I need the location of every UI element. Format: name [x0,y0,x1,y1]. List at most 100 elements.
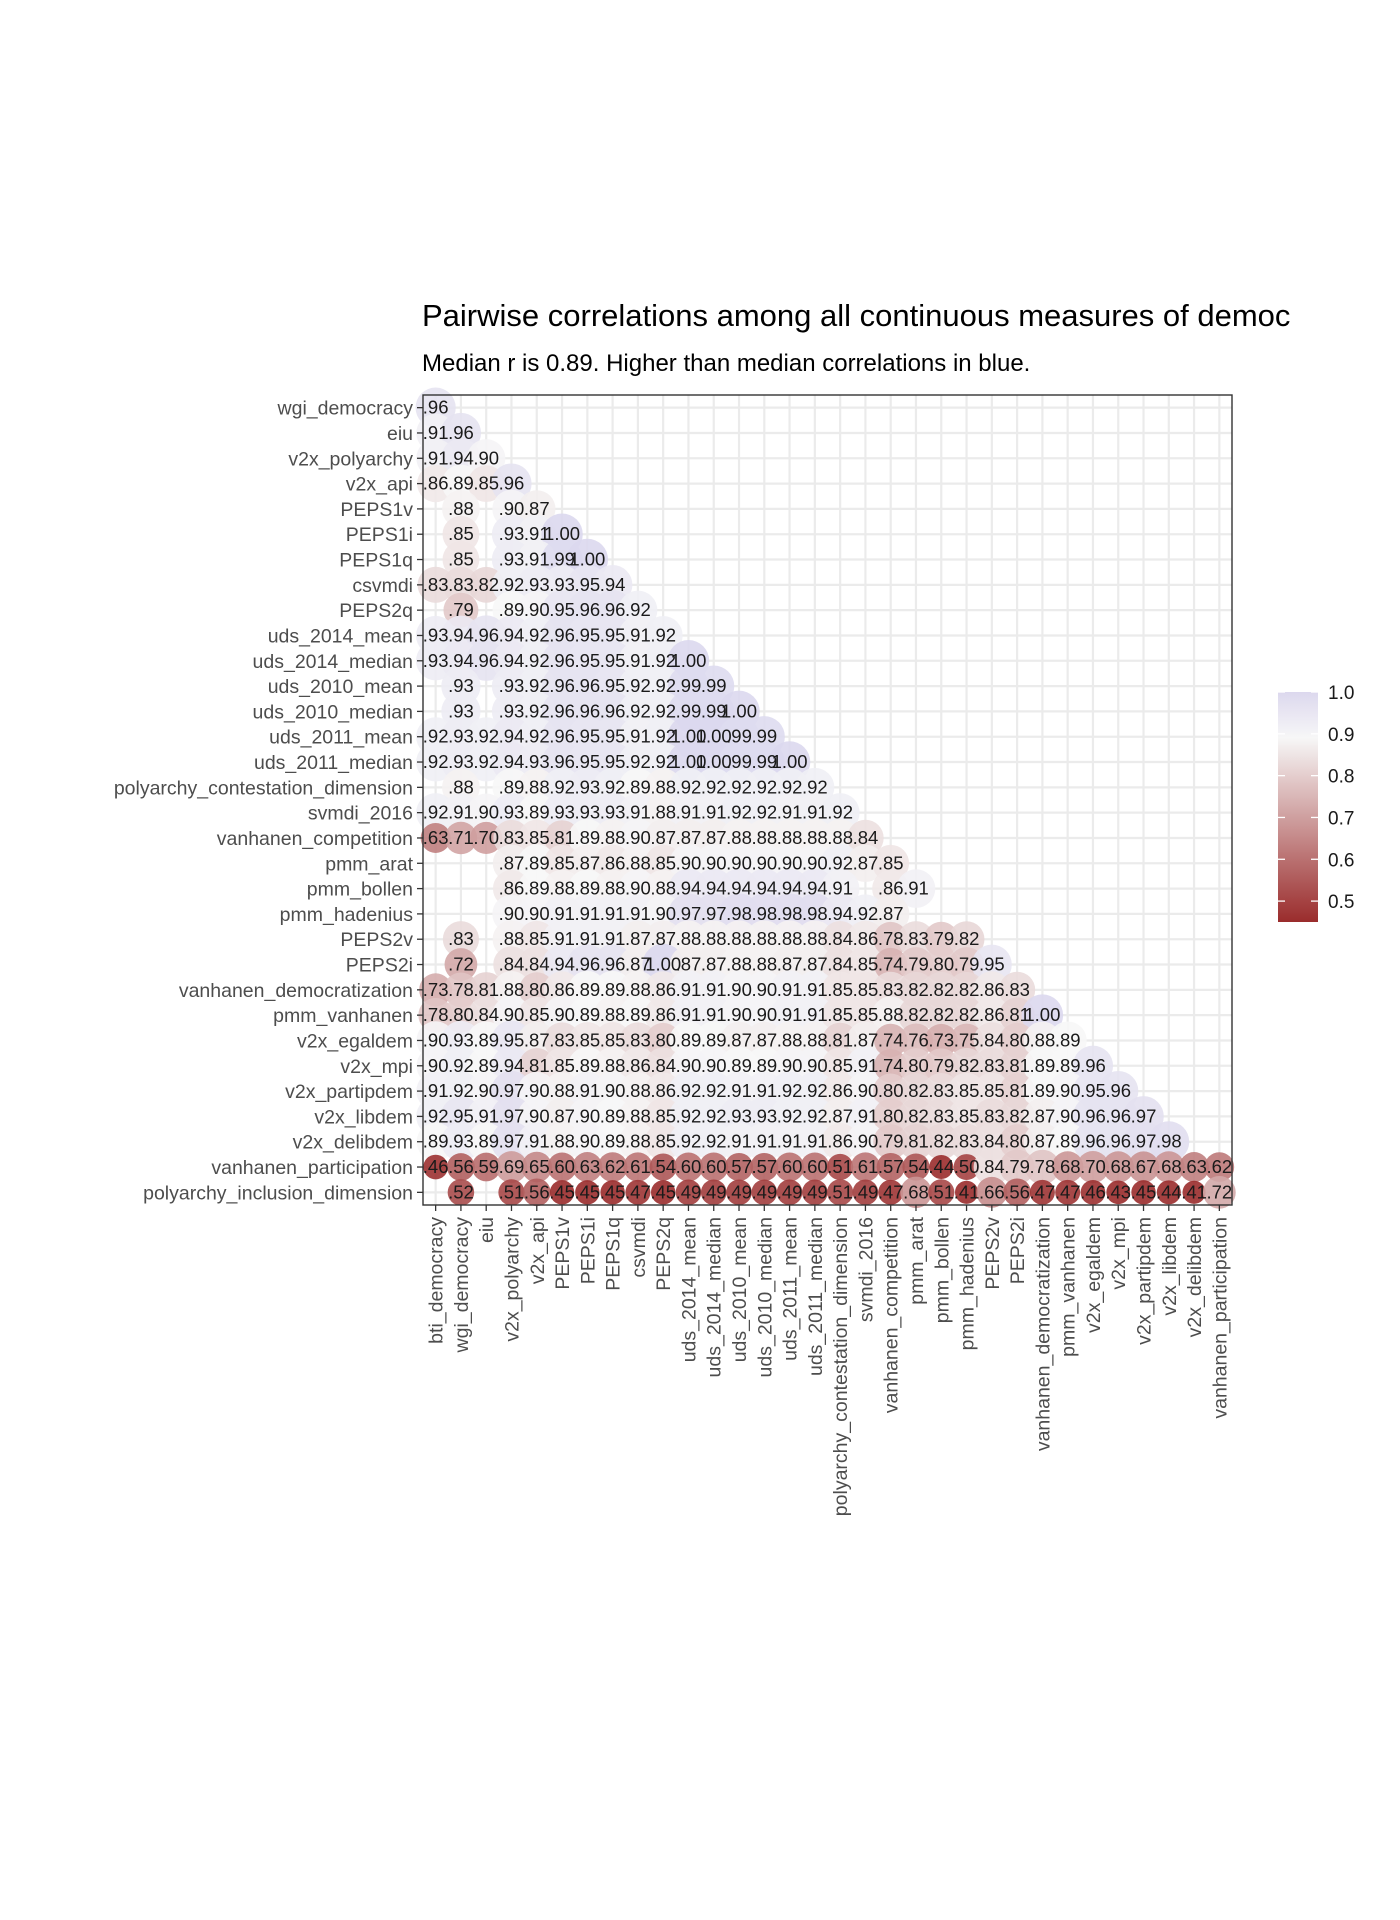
y-tick-label: v2x_api [346,474,413,496]
correlation-value-label: .92 [650,726,676,747]
correlation-value-label: .90 [600,1080,626,1101]
correlation-value-label: .46 [1080,1181,1106,1202]
x-tick-label: bti_democracy [426,1217,448,1344]
correlation-bubble [873,1124,909,1160]
correlation-value-label: .95 [600,624,626,645]
correlation-value-label: .92 [524,726,550,747]
correlation-value-label: 1.00 [721,700,757,721]
legend-label: 0.5 [1328,892,1354,913]
correlation-value-label: .90 [574,1105,600,1126]
correlation-value-label: .86 [499,878,525,899]
correlation-value-label: .57 [751,1156,777,1177]
correlation-value-label: .83 [499,827,525,848]
y-tick-label: pmm_vanhanen [273,1005,413,1027]
correlation-bubble [650,1180,676,1205]
correlation-bubble [873,921,909,957]
correlation-value-label: .74 [878,1029,904,1050]
correlation-value-label: .74 [878,1055,904,1076]
correlation-value-label: .89 [574,827,600,848]
correlation-bubble [876,1152,905,1182]
x-tick-label: uds_2014_mean [678,1217,700,1362]
correlation-bubble [948,997,985,1034]
correlation-bubble [442,921,480,958]
correlation-bubble [846,920,884,958]
correlation-value-label: .89 [600,979,626,1000]
correlation-value-label: .90 [751,1004,777,1025]
correlation-value-label: .90 [499,1004,525,1025]
x-tick-label: PEPS1q [603,1217,625,1291]
correlation-value-label: .91 [726,1131,752,1152]
correlation-value-label: .92 [423,1105,449,1126]
correlation-value-label: .92 [423,802,449,823]
correlation-value-label: .91 [423,422,449,443]
correlation-value-label: .88 [777,928,803,949]
correlation-bubble [600,1180,625,1205]
correlation-value-label: .90 [524,1080,550,1101]
correlation-value-label: .88 [1030,1029,1056,1050]
correlation-bubble [699,1152,729,1182]
correlation-value-label: .85 [650,852,676,873]
correlation-value-label: .92 [802,1105,828,1126]
x-tick-label: v2x_mpi [1108,1217,1130,1290]
correlation-value-label: .96 [1080,1131,1106,1152]
y-tick-label: polyarchy_contestation_dimension [114,777,413,799]
correlation-bubble [1025,1149,1060,1185]
correlation-value-label: .91 [423,447,449,468]
x-tick-label: svmdi_2016 [855,1217,877,1322]
correlation-value-label: .92 [701,1080,727,1101]
x-tick-label: v2x_egaldem [1083,1217,1105,1333]
correlation-value-label: .60 [701,1156,727,1177]
correlation-value-label: .82 [954,1004,980,1025]
correlation-value-label: .88 [802,1029,828,1050]
correlation-value-label: .82 [928,979,954,1000]
correlation-bubble [447,1153,475,1181]
correlation-bubble [923,1048,959,1084]
correlation-value-label: .45 [549,1181,575,1202]
y-tick-label: PEPS2q [339,600,413,622]
correlation-value-label: .93 [549,574,575,595]
correlation-bubble [973,1072,1011,1110]
correlation-value-label: .97 [1131,1131,1157,1152]
correlation-value-label: .91 [676,1004,702,1025]
correlation-value-label: .50 [954,1156,980,1177]
correlation-bubble [572,1152,603,1183]
correlation-value-label: .96 [423,397,449,418]
panel-border [422,394,1233,1206]
correlation-bubble [750,1152,779,1182]
correlation-value-label: .78 [448,979,474,1000]
correlation-value-label: .41 [1181,1181,1207,1202]
correlation-value-label: .87 [524,1029,550,1050]
correlation-value-label: .87 [549,1105,575,1126]
correlation-value-label: .88 [726,954,752,975]
correlation-value-label: .83 [979,1105,1005,1126]
correlation-value-label: .88 [625,979,651,1000]
correlation-value-label: .91 [751,1131,777,1152]
correlation-bubble [973,1022,1011,1059]
y-tick-label: vanhanen_participation [211,1157,413,1179]
correlation-value-label: .94 [549,954,575,975]
correlation-value-label: .92 [448,1080,474,1101]
correlation-value-label: .95 [600,650,626,671]
correlation-value-label: .96 [499,473,525,494]
correlation-value-label: .91 [701,1004,727,1025]
correlation-bubble [973,1047,1010,1084]
correlation-value-label: .90 [676,852,702,873]
correlation-bubble [898,1123,934,1160]
correlation-value-label: .85 [524,1004,550,1025]
correlation-value-label: .78 [423,1004,449,1025]
correlation-value-label: .49 [676,1181,702,1202]
correlation-value-label: .92 [751,802,777,823]
legend-colorbar [1278,692,1318,922]
correlation-value-label: .94 [701,878,727,899]
correlation-value-label: .45 [600,1181,626,1202]
correlation-value-label: .88 [751,928,777,949]
correlation-value-label: .99 [549,549,575,570]
y-tick-label: pmm_bollen [307,879,413,901]
correlation-value-label: .93 [448,1131,474,1152]
correlation-value-label: .82 [954,928,980,949]
correlation-value-label: .91 [549,928,575,949]
correlation-bubble [444,821,478,855]
correlation-bubble [871,895,910,933]
correlation-value-label: .88 [448,498,474,519]
